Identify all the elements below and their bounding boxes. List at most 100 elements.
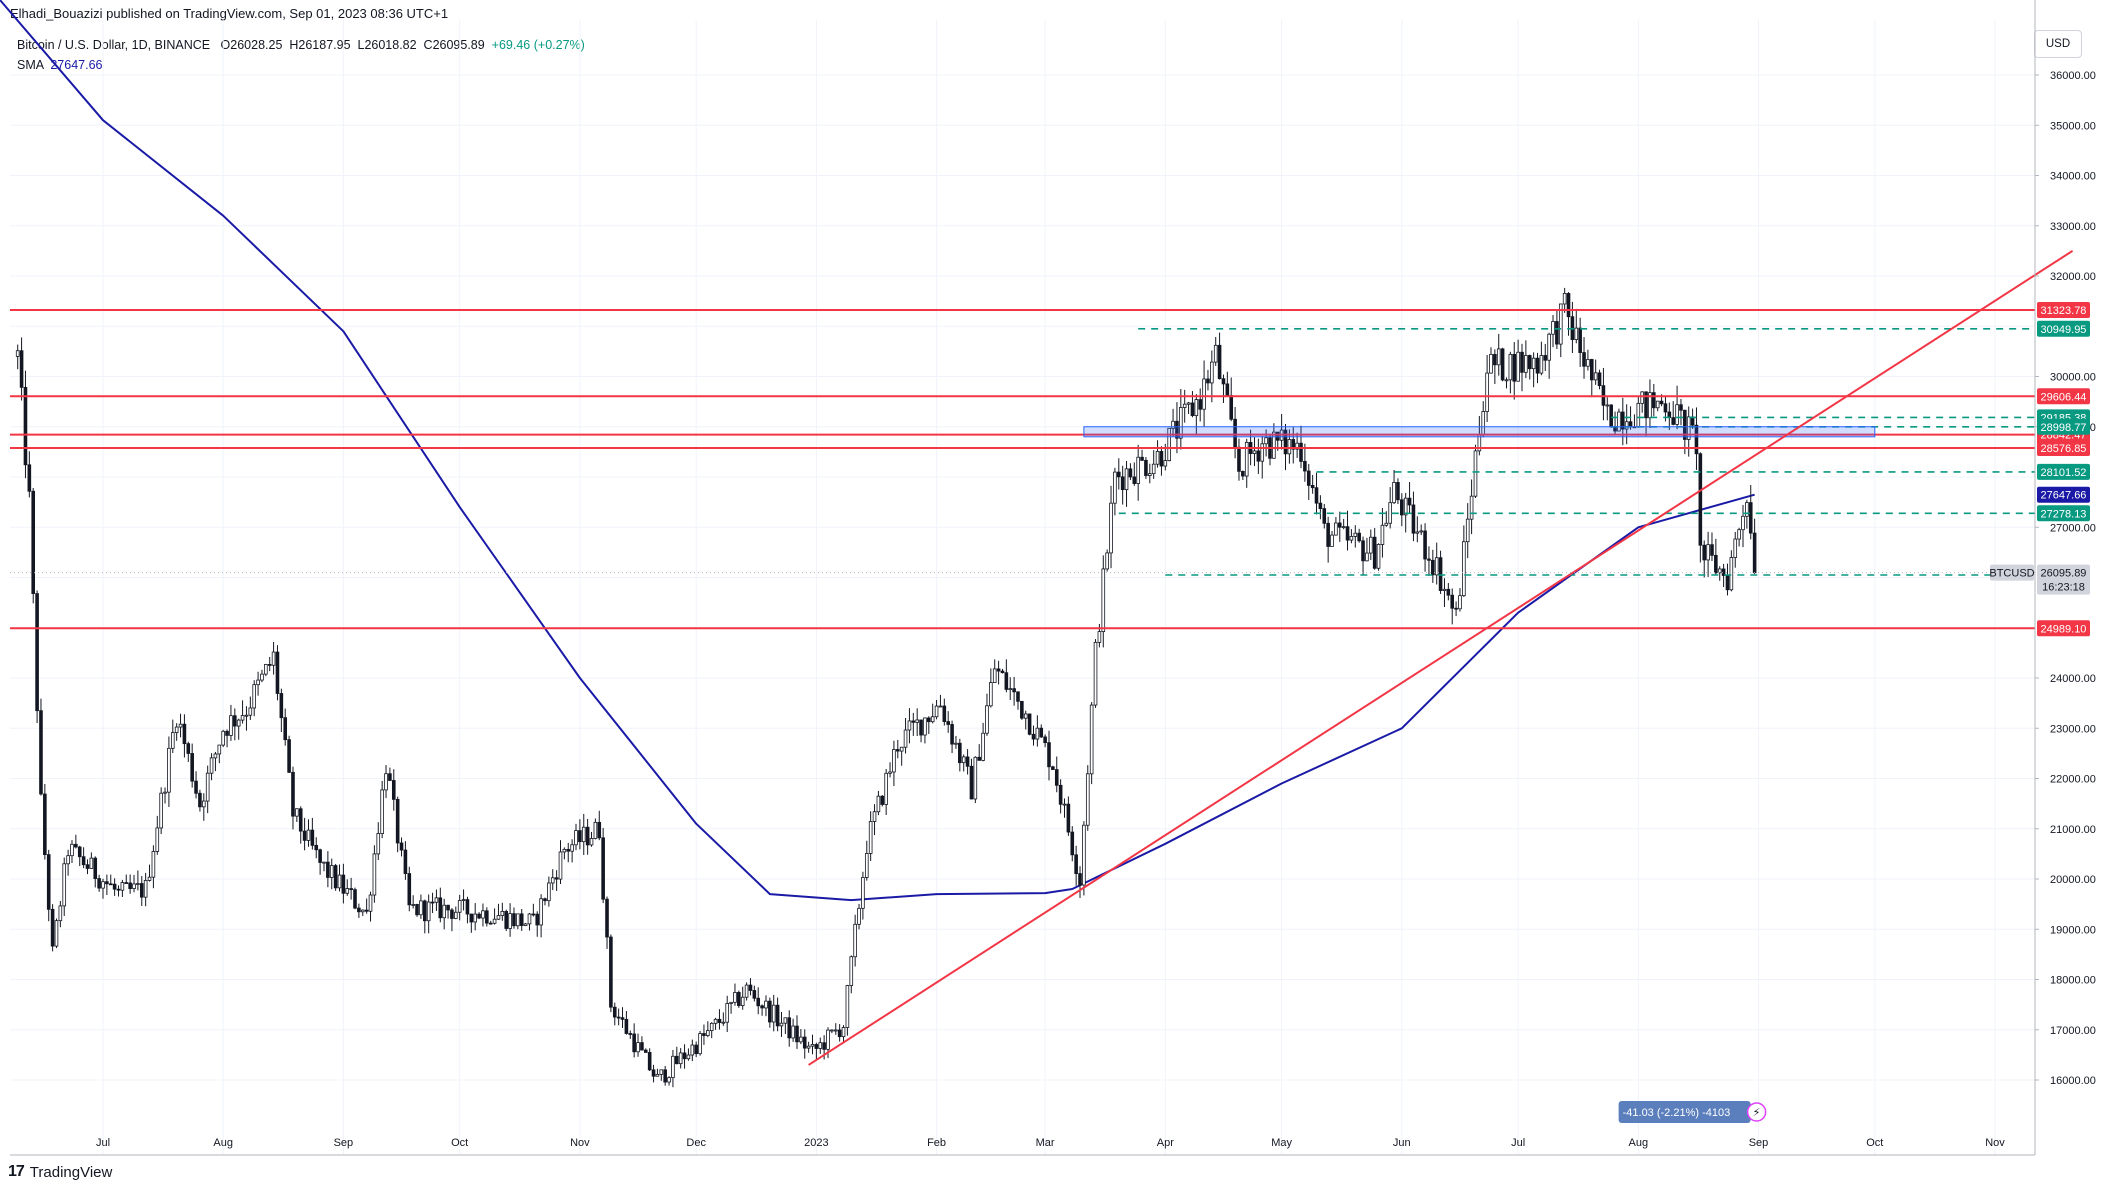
price-tick-label: 16000.00: [2050, 1075, 2096, 1087]
candle-body: [1636, 402, 1641, 428]
candle-body: [799, 1036, 803, 1043]
candle-body: [783, 1017, 788, 1024]
candle-body: [329, 865, 334, 878]
candle-body: [1671, 417, 1676, 425]
time-axis[interactable]: Jul Aug Sep Oct Nov Dec 2023 Feb Mar Apr May Jun Jul…: [10, 1137, 2035, 1156]
candle-body: [519, 913, 524, 926]
candle-body: [1698, 453, 1703, 546]
candle-body: [911, 720, 916, 723]
candle-body: [996, 668, 1001, 672]
candle-body: [1520, 351, 1524, 373]
candle-body: [1411, 504, 1416, 534]
candle-body: [1574, 327, 1579, 340]
candle-body: [364, 909, 369, 912]
candle-body: [202, 800, 206, 808]
candle-body: [1306, 470, 1311, 486]
candle-body: [15, 350, 20, 357]
candle-body: [787, 1017, 792, 1039]
candle-body: [671, 1055, 675, 1079]
candle-body: [1128, 468, 1133, 478]
candle-body: [682, 1052, 687, 1060]
candle-body: [205, 772, 210, 802]
candle-body: [66, 855, 70, 865]
symbol-row[interactable]: Bitcoin / U.S. Dollar, 1D, BINANCE O2602…: [17, 35, 585, 55]
candle-body: [1074, 854, 1078, 875]
candle-body: [1683, 409, 1687, 440]
tradingview-brand[interactable]: 17 TradingView: [8, 1163, 112, 1181]
candle-body: [1675, 404, 1679, 425]
level-price-tag-bg: [2037, 505, 2090, 522]
candle-body: [523, 923, 528, 926]
sma-row[interactable]: SMA 27647.66: [17, 55, 585, 75]
candle-body: [1299, 442, 1303, 462]
currency-button[interactable]: USD: [2034, 30, 2082, 58]
low-value: 26018.82: [364, 38, 417, 52]
candle-body: [399, 842, 404, 851]
candle-body: [919, 719, 923, 736]
candle-body: [384, 773, 388, 791]
candle-body: [985, 705, 989, 734]
price-tick-label: 34000.00: [2050, 171, 2096, 183]
candle-body: [802, 1036, 807, 1049]
candle-body: [1717, 568, 1722, 574]
candle-body: [585, 826, 590, 846]
candle-body: [1213, 344, 1218, 363]
candle-body: [1241, 470, 1245, 477]
candle-body: [934, 705, 939, 718]
candle-body: [612, 1006, 617, 1018]
lightning-glyph: ⚡: [1753, 1107, 1761, 1119]
candle-body: [1462, 541, 1466, 597]
candle-body: [1085, 773, 1090, 826]
candle-body: [752, 990, 757, 999]
candle-body: [143, 879, 148, 898]
candle-body: [822, 1042, 826, 1050]
candle-body: [27, 464, 32, 492]
candle-body: [81, 856, 86, 866]
price-tags: 31323.7829606.4428842.4728576.8524989.10…: [1989, 301, 2090, 637]
candle-body: [740, 996, 745, 1006]
candle-body: [1116, 471, 1121, 478]
candle-body: [485, 910, 489, 924]
candle-body: [213, 753, 218, 759]
candle-body: [516, 913, 520, 927]
candle-body: [1512, 353, 1517, 382]
candle-body: [1101, 568, 1106, 632]
candle-body: [450, 909, 454, 919]
candle-body: [1396, 482, 1400, 501]
candle-body: [884, 772, 888, 805]
time-tick-label: Aug: [1629, 1137, 1649, 1149]
candle-body: [1322, 508, 1327, 524]
candle-body: [1326, 522, 1330, 547]
candle-body: [1190, 402, 1195, 417]
level-price-tag-bg: [2037, 301, 2090, 318]
candle-body: [97, 878, 101, 889]
candle-body: [1368, 536, 1373, 554]
level-price-tag-bg: [2037, 388, 2090, 405]
level-price-tag: 28576.85: [2041, 443, 2087, 455]
candle-body: [1473, 450, 1478, 497]
candle-body: [1508, 353, 1513, 381]
candle-body: [31, 490, 36, 594]
candle-body: [721, 1021, 726, 1024]
candle-body: [1078, 873, 1082, 886]
candle-body: [643, 1049, 648, 1053]
candle-body: [969, 765, 974, 800]
candle-body: [1066, 803, 1071, 833]
candle-body: [1206, 378, 1210, 384]
candle-body: [1527, 355, 1532, 370]
candle-body: [706, 1030, 710, 1036]
time-tick-label: Oct: [451, 1137, 468, 1149]
candle-body: [663, 1069, 667, 1083]
candle-body: [295, 808, 299, 817]
candle-body: [1054, 769, 1059, 786]
candle-body: [1679, 404, 1683, 411]
candle-body: [434, 897, 439, 903]
candle-body: [182, 723, 187, 745]
candle-body: [1450, 594, 1455, 609]
candle-body: [1489, 353, 1493, 374]
symbol-title[interactable]: Bitcoin / U.S. Dollar, 1D, BINANCE: [17, 38, 211, 52]
price-tick-label: 17000.00: [2050, 1025, 2096, 1037]
candle-body: [155, 827, 160, 852]
candle-body: [248, 707, 253, 716]
